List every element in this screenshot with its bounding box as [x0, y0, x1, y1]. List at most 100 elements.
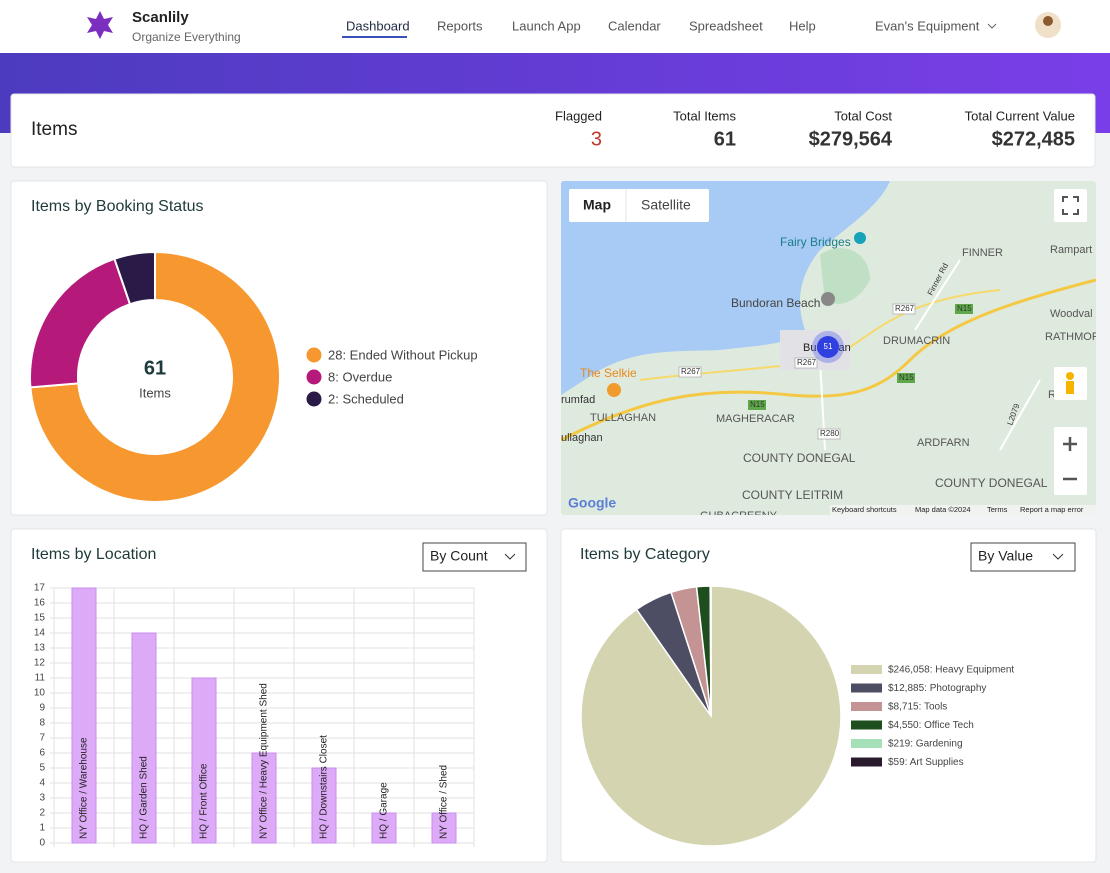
chart-title: Items by Category	[580, 546, 710, 563]
map-label: Rampart	[1050, 244, 1092, 256]
map-label: ullaghan	[561, 432, 603, 444]
legend-swatch	[851, 720, 882, 730]
legend-swatch	[851, 702, 882, 711]
y-tick-label: 4	[39, 778, 45, 789]
legend-swatch	[851, 757, 882, 767]
bar	[311, 767, 337, 844]
chart-title: Items by Booking Status	[31, 198, 204, 215]
map[interactable]: Fairy Bridges FINNER Rampart Bundoran Be…	[561, 181, 1100, 522]
stat-value: $279,564	[809, 128, 893, 150]
chevron	[987, 23, 997, 29]
stat-value: 61	[714, 128, 736, 150]
map-button[interactable]: Map	[583, 197, 611, 213]
bar	[71, 587, 97, 844]
y-tick-label: 13	[34, 643, 46, 654]
map-footer-text: Map data ©2024	[915, 505, 971, 514]
map-label: GUBACREENY	[700, 510, 778, 522]
summary-card	[10, 93, 1096, 168]
stat-label: Total Cost	[834, 108, 892, 123]
legend-swatch	[851, 665, 882, 674]
map-label: Woodval	[1050, 308, 1093, 320]
map-label: Bundoran Beach	[731, 296, 820, 310]
y-tick-label: 0	[39, 838, 45, 849]
road-badge	[897, 373, 915, 383]
map-label: R267	[895, 304, 915, 313]
account-menu[interactable]: Evan's Equipment	[875, 18, 980, 33]
legend-label: 28: Ended Without Pickup	[328, 347, 478, 362]
y-tick-label: 11	[35, 673, 46, 684]
cluster[interactable]	[817, 336, 839, 358]
map-label: TULLAGHAN	[590, 412, 656, 424]
road-badge	[955, 304, 973, 314]
x-tick-label: HQ / Garage	[379, 782, 390, 839]
stat-value: $272,485	[992, 128, 1075, 150]
legend-swatch	[851, 683, 882, 693]
slice	[29, 250, 281, 503]
stat-label: Total Items	[673, 108, 736, 123]
dropdown[interactable]	[970, 542, 1076, 572]
legend-label: $59: Art Supplies	[888, 757, 964, 768]
nav-link[interactable]: Dashboard	[346, 18, 410, 33]
y-tick-label: 12	[34, 658, 46, 669]
brand: Scanlily	[132, 9, 189, 26]
map-button[interactable]: Satellite	[641, 197, 691, 213]
y-tick-label: 6	[39, 748, 45, 759]
map-label: FINNER	[962, 247, 1003, 259]
map-type-control	[569, 189, 709, 222]
map-footer-link[interactable]: Report a map error	[1020, 505, 1084, 514]
legend-swatch	[851, 739, 882, 748]
road-badge	[817, 428, 841, 440]
dropdown[interactable]	[422, 542, 527, 572]
legend-label: $246,058: Heavy Equipment	[888, 665, 1014, 676]
bar	[371, 812, 397, 844]
road-badge	[892, 303, 916, 315]
map-label: ARDFARN	[917, 437, 970, 449]
map-label: RATHMOR	[1045, 331, 1100, 343]
nav-link[interactable]: Launch App	[512, 18, 581, 33]
map-label: MAGHERACAR	[716, 413, 795, 425]
stat-label: Flagged	[555, 108, 602, 123]
fullscreen-button[interactable]	[1054, 189, 1087, 222]
road-badge	[748, 400, 766, 410]
map-label: N15	[899, 373, 914, 382]
nav-link[interactable]: Help	[789, 18, 816, 33]
poi-pin	[607, 383, 621, 397]
road-badge	[794, 357, 818, 369]
y-tick-label: 16	[34, 598, 46, 609]
map-label: Fairy Bridges	[780, 235, 851, 249]
chart-title: Items by Location	[31, 546, 156, 563]
map-footer-link[interactable]: Terms	[987, 505, 1008, 514]
water	[561, 181, 890, 395]
center-label: Items	[139, 385, 171, 400]
nav-link[interactable]: Calendar	[608, 18, 661, 33]
legend-swatch	[306, 391, 322, 407]
pegman-body	[1066, 381, 1074, 394]
map-footer	[830, 505, 1096, 515]
legend-swatch	[306, 369, 322, 385]
y-tick-label: 2	[39, 808, 45, 819]
poi-icon	[854, 232, 866, 244]
x-tick-label: HQ / Garden Shed	[139, 756, 150, 839]
fullscreen-icon	[1062, 196, 1079, 215]
map-label: COUNTY DONEGAL	[743, 451, 856, 465]
map-label: The Selkie	[580, 366, 637, 380]
bar	[251, 752, 277, 844]
legend-label: $8,715: Tools	[888, 702, 947, 713]
y-tick-label: 5	[39, 763, 45, 774]
legend-label: $4,550: Office Tech	[888, 720, 974, 731]
map-footer-link[interactable]: Keyboard shortcuts	[832, 505, 897, 514]
x-tick-label: HQ / Downstairs Closet	[319, 735, 330, 839]
avatar-face	[1043, 16, 1053, 26]
x-tick-label: NY Office / Warehouse	[79, 737, 90, 839]
nav-link[interactable]: Spreadsheet	[689, 18, 763, 33]
logo	[87, 11, 113, 39]
map-label: rumfad	[561, 394, 595, 406]
y-tick-label: 17	[34, 583, 46, 594]
y-tick-label: 10	[34, 688, 46, 699]
map-label: R280	[820, 429, 840, 438]
zoom-control[interactable]	[1054, 427, 1087, 495]
nav-link[interactable]: Reports	[437, 18, 483, 33]
y-tick-label: 7	[39, 733, 45, 744]
legend-label: $12,885: Photography	[888, 683, 986, 694]
